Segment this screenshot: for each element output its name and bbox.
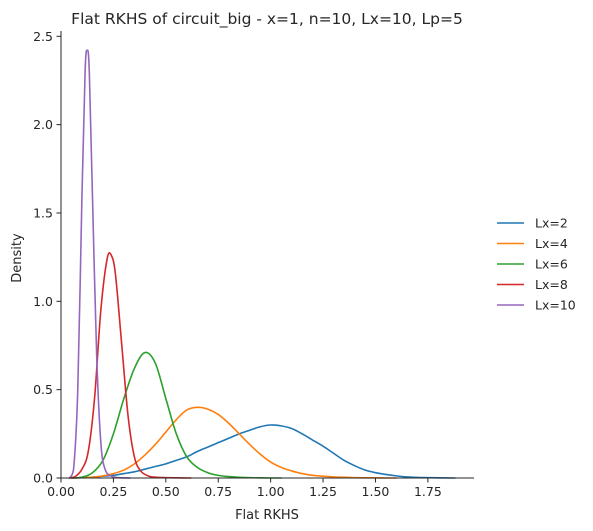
y-tick-label: 2.0: [33, 117, 53, 132]
series-line-lx-4: [70, 406, 398, 479]
chart-title: Flat RKHS of circuit_big - x=1, n=10, Lx…: [71, 10, 463, 29]
y-axis-ticks: 0.0 0.5 1.0 1.5 2.0 2.5: [33, 29, 61, 486]
legend-label: Lx=2: [535, 216, 568, 231]
y-tick-label: 1.0: [33, 294, 53, 309]
y-tick-label: 0.5: [33, 382, 53, 397]
x-tick-label: 1.25: [309, 484, 337, 499]
x-axis-label: Flat RKHS: [235, 508, 299, 523]
x-tick-label: 0.50: [152, 484, 180, 499]
x-tick-label: 0.75: [204, 484, 232, 499]
axes: [60, 31, 474, 479]
series-layer: [68, 49, 456, 479]
legend-label: Lx=10: [535, 298, 576, 313]
x-tick-label: 1.00: [257, 484, 285, 499]
x-tick-label: 0.00: [47, 484, 75, 499]
y-axis-label: Density: [10, 233, 25, 283]
y-tick-label: 2.5: [33, 29, 53, 44]
x-tick-label: 0.25: [99, 484, 127, 499]
x-tick-label: 1.50: [362, 484, 390, 499]
y-tick-label: 1.5: [33, 205, 53, 220]
y-tick-label: 0.0: [33, 471, 53, 486]
series-line-lx-10: [68, 49, 131, 479]
series-line-lx-8: [68, 251, 192, 479]
legend: Lx=2 Lx=4 Lx=6 Lx=8 Lx=10: [497, 216, 576, 313]
x-tick-label: 1.75: [414, 484, 442, 499]
legend-label: Lx=8: [535, 277, 568, 292]
legend-label: Lx=6: [535, 257, 568, 272]
series-line-lx-2: [70, 424, 456, 479]
legend-label: Lx=4: [535, 236, 568, 251]
x-axis-ticks: 0.00 0.25 0.50 0.75 1.00 1.25 1.50 1.75: [47, 478, 442, 499]
